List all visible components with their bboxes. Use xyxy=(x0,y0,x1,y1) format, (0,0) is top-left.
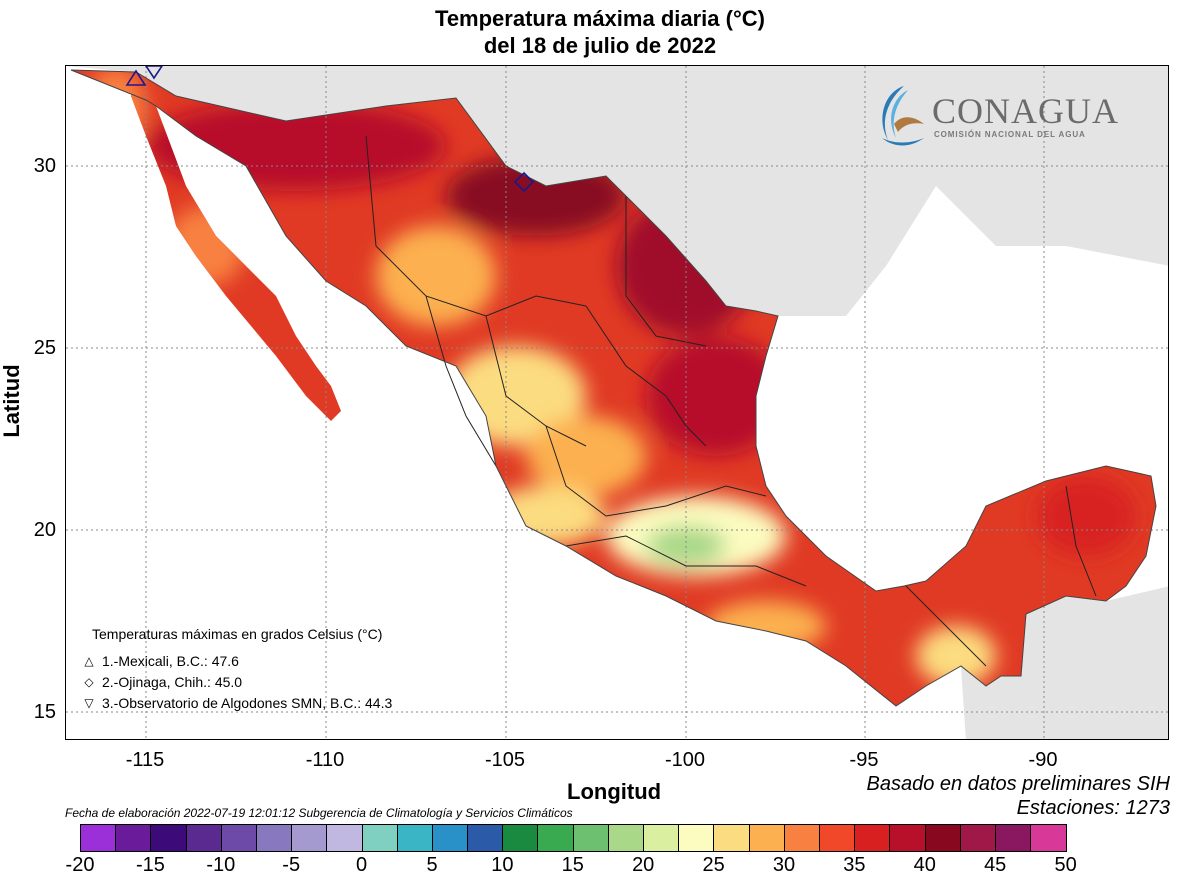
x-tick-label: -100 xyxy=(664,749,706,771)
colorbar-swatch xyxy=(256,825,293,851)
colorbar-swatch xyxy=(397,825,433,851)
colorbar-swatch xyxy=(925,825,961,851)
colorbar-swatch xyxy=(960,825,996,851)
marker-ojinaga-diamond xyxy=(513,171,535,193)
colorbar-swatch xyxy=(995,825,1032,851)
legend-item: △ 1.-Mexicali, B.C.: 47.6 xyxy=(82,651,502,672)
y-axis-label: Latitud xyxy=(0,364,24,438)
colorbar-label: -10 xyxy=(206,854,236,876)
colorbar-swatch xyxy=(714,825,750,851)
colorbar-swatch xyxy=(784,825,820,851)
x-tick-label: -115 xyxy=(125,749,165,771)
colorbar-swatch xyxy=(644,825,680,851)
colorbar-swatch xyxy=(1031,825,1067,851)
temperature-colorbar xyxy=(80,824,1068,852)
colorbar-label: 25 xyxy=(702,854,725,876)
colorbar-label: -15 xyxy=(135,854,165,876)
y-tick-label: 15 xyxy=(33,701,56,723)
colorbar-label: 5 xyxy=(426,854,438,876)
colorbar-swatch xyxy=(186,825,222,851)
elaboration-date: Fecha de elaboración 2022-07-19 12:01:12… xyxy=(65,806,573,820)
colorbar-label: 45 xyxy=(984,854,1007,876)
y-tick-label: 30 xyxy=(33,155,56,177)
colorbar-label: 50 xyxy=(1054,854,1077,876)
colorbar-swatch xyxy=(538,825,574,851)
colorbar-swatch xyxy=(221,825,257,851)
colorbar-swatch xyxy=(608,825,644,851)
legend-title: Temperaturas máximas en grados Celsius (… xyxy=(92,626,383,642)
map-subtitle: del 18 de julio de 2022 xyxy=(483,33,717,58)
colorbar-swatch xyxy=(432,825,469,851)
map-grid xyxy=(66,66,1168,739)
triangle-down-icon: ▽ xyxy=(84,696,94,710)
colorbar-swatch xyxy=(679,825,715,851)
conagua-logo: CONAGUA COMISIÓN NACIONAL DEL AGUA xyxy=(874,80,1134,152)
colorbar-label: 20 xyxy=(632,854,655,876)
colorbar-swatch xyxy=(573,825,609,851)
colorbar-label: 35 xyxy=(843,854,866,876)
colorbar-swatch xyxy=(468,825,504,851)
colorbar-label: 15 xyxy=(561,854,584,876)
colorbar-label: 40 xyxy=(913,854,936,876)
colorbar-swatch xyxy=(362,825,398,851)
legend-item: ◇ 2.-Ojinaga, Chih.: 45.0 xyxy=(82,672,502,693)
x-tick-label: -90 xyxy=(1028,749,1058,771)
colorbar-label: 10 xyxy=(491,854,514,876)
colorbar-label: 30 xyxy=(772,854,796,876)
x-tick-label: -95 xyxy=(849,749,879,771)
conagua-emblem-icon xyxy=(882,86,924,146)
y-tick-label: 25 xyxy=(33,337,56,359)
diamond-icon: ◇ xyxy=(84,675,94,689)
legend-item-label: 1.-Mexicali, B.C.: 47.6 xyxy=(102,653,239,669)
legend-item: ▽ 3.-Observatorio de Algodones SMN, B.C.… xyxy=(82,693,502,714)
colorbar-swatch xyxy=(327,825,363,851)
colorbar-label: 0 xyxy=(356,854,368,876)
map-canvas xyxy=(66,66,1168,739)
x-tick-label: -105 xyxy=(484,749,526,771)
record-legend: Temperaturas máximas en grados Celsius (… xyxy=(82,626,502,714)
temperature-map xyxy=(65,65,1169,740)
colorbar-swatch xyxy=(819,825,856,851)
colorbar-swatch xyxy=(116,825,152,851)
x-axis-label: Longitud xyxy=(567,779,662,804)
coastline xyxy=(70,69,1157,707)
triangle-up-icon: △ xyxy=(84,654,94,668)
legend-item-label: 3.-Observatorio de Algodones SMN, B.C.: … xyxy=(102,695,393,711)
colorbar-label: -5 xyxy=(282,854,301,876)
colorbar-swatch xyxy=(81,825,117,851)
marker-mexicali-triangle-up xyxy=(125,69,147,86)
station-count: Estaciones: 1273 xyxy=(1016,797,1170,819)
logo-subtitle: COMISIÓN NACIONAL DEL AGUA xyxy=(934,130,1086,139)
colorbar-swatch xyxy=(890,825,926,851)
legend-item-label: 2.-Ojinaga, Chih.: 45.0 xyxy=(102,674,243,690)
logo-name: CONAGUA xyxy=(932,91,1119,131)
colorbar-swatch xyxy=(151,825,187,851)
colorbar-swatch xyxy=(749,825,785,851)
data-source-note: Basado en datos preliminares SIH xyxy=(866,773,1171,795)
central-america-land xyxy=(961,586,1168,739)
state-borders xyxy=(365,135,1097,667)
colorbar-swatch xyxy=(855,825,891,851)
colorbar-swatch xyxy=(292,825,328,851)
y-tick-label: 20 xyxy=(33,519,56,541)
x-tick-label: -110 xyxy=(305,749,345,771)
record-markers xyxy=(125,66,535,193)
colorbar-label: -20 xyxy=(65,854,95,876)
colorbar-swatch xyxy=(503,825,539,851)
marker-algodones-triangle-down xyxy=(145,66,163,80)
map-title: Temperatura máxima diaria (°C) xyxy=(435,6,765,31)
